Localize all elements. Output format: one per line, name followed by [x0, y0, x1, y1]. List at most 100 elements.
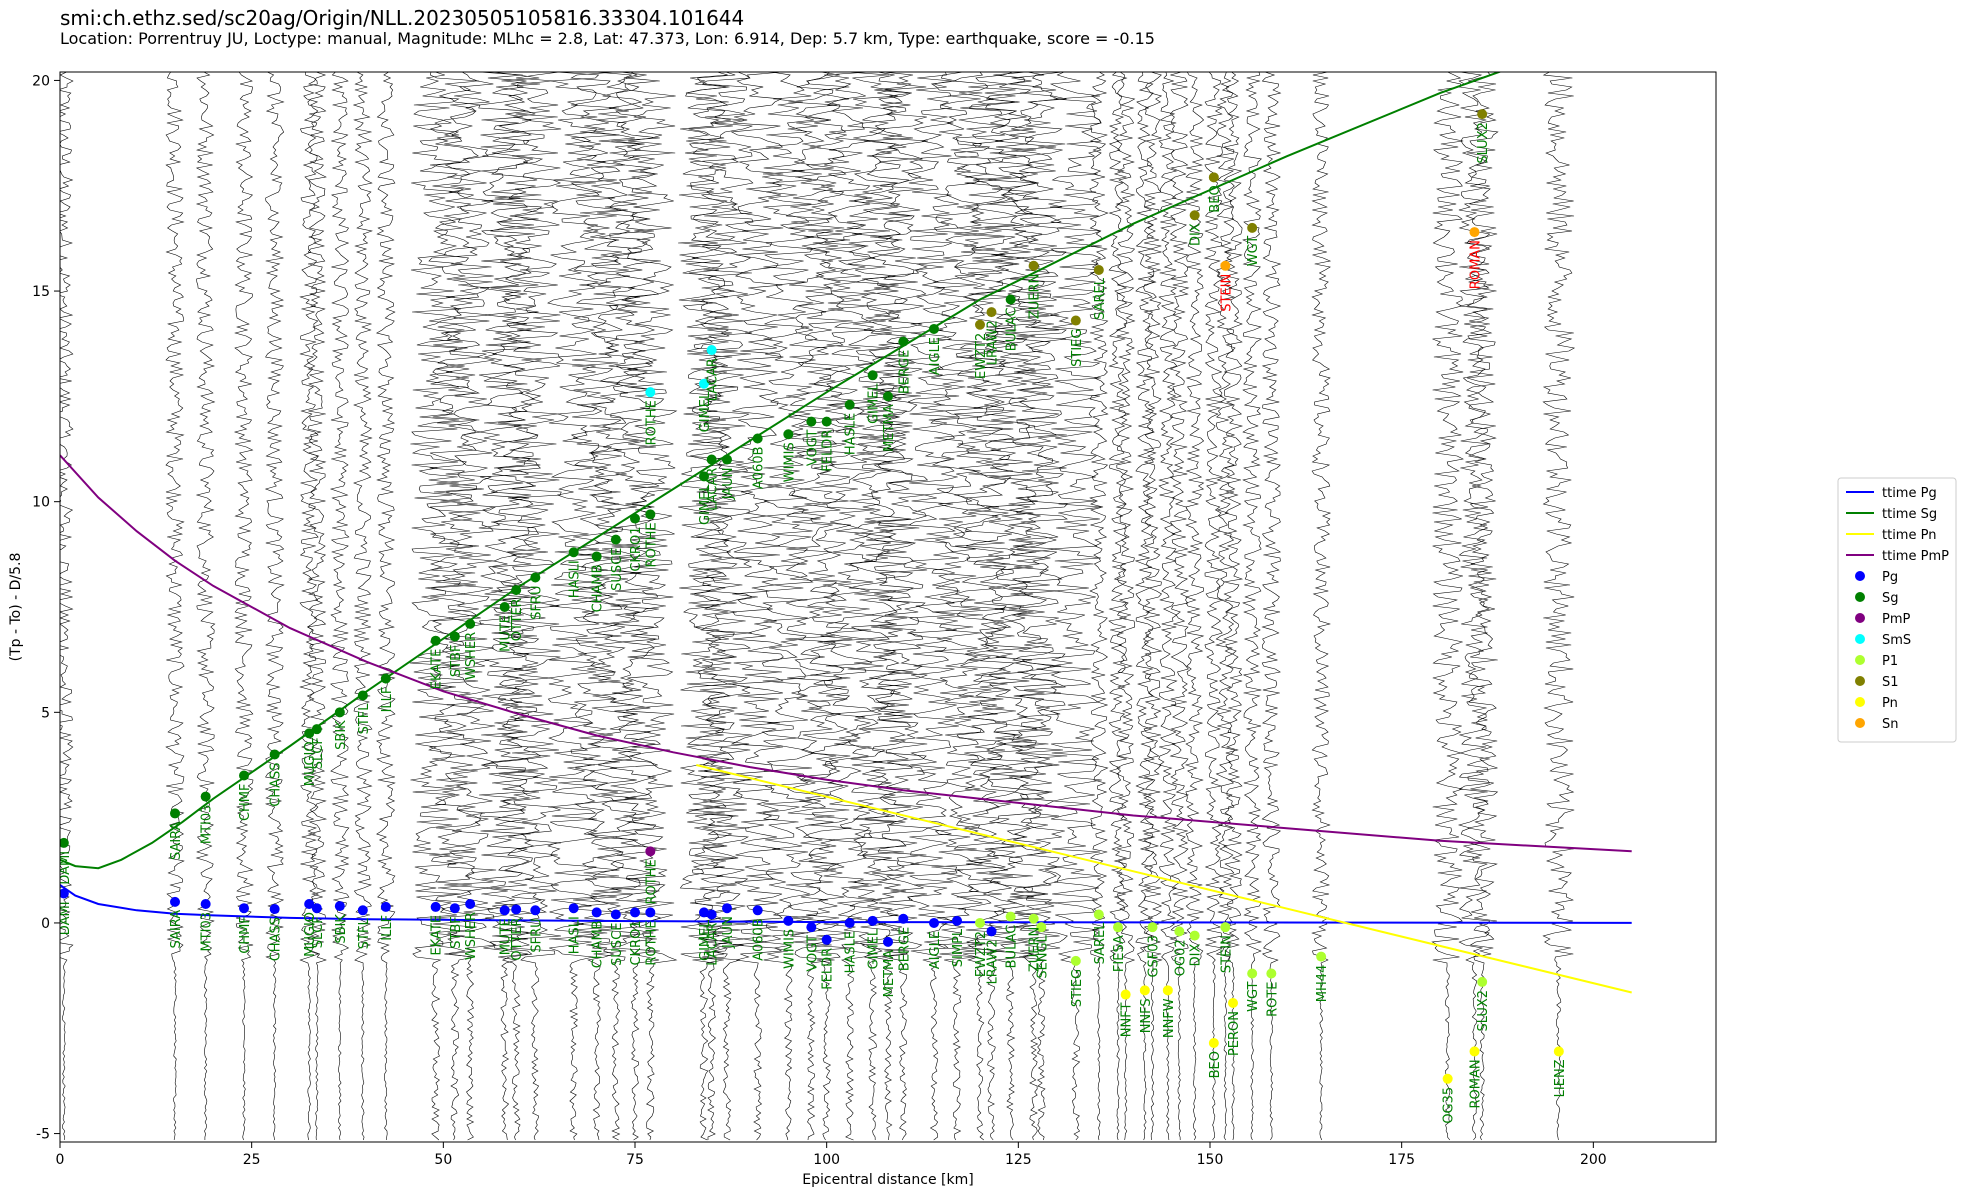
station-label: LRAW2 — [986, 320, 1001, 365]
station-label: HASLE — [844, 413, 859, 455]
phase-pick — [499, 905, 510, 916]
station-label: MTI03 — [200, 912, 215, 952]
station-label: FELDR — [821, 948, 836, 990]
station-label: SUSCE — [610, 923, 625, 966]
y-tick-label: -5 — [36, 1127, 50, 1143]
phase-pick — [1442, 1073, 1453, 1084]
waveform-trace — [489, 72, 544, 1141]
phase-pick — [1247, 222, 1258, 233]
phase-pick — [783, 429, 794, 440]
station-label: ROTHE — [644, 920, 659, 965]
legend-label: Sg — [1882, 591, 1899, 606]
station-label: SAREL — [1093, 922, 1108, 965]
station-label: JAUN — [721, 468, 736, 501]
waveform-trace — [547, 72, 600, 1141]
phase-pick — [1093, 264, 1104, 275]
x-tick-label: 125 — [1005, 1152, 1032, 1168]
station-label: VOGT — [805, 935, 820, 972]
phase-pick — [269, 749, 280, 760]
station-label: WSHER — [464, 912, 479, 960]
legend-marker — [1855, 697, 1865, 707]
station-label: WSHER — [464, 632, 479, 680]
legend-label: Pn — [1882, 696, 1898, 711]
legend-marker — [1855, 655, 1865, 665]
x-tick-label: 50 — [434, 1152, 452, 1168]
phase-pick — [722, 903, 732, 914]
station-label: OG35 — [1442, 1087, 1457, 1124]
phase-pick — [269, 904, 280, 915]
legend-marker — [1855, 634, 1865, 644]
station-label: LACAR — [706, 468, 721, 511]
waveform-trace — [409, 72, 462, 1141]
waveform-traces — [60, 72, 1576, 1141]
phase-pick — [1477, 976, 1488, 987]
station-label: GSF03 — [1147, 935, 1162, 977]
station-label: CKRO1 — [629, 920, 644, 965]
station-label: MUGIO — [303, 741, 318, 786]
station-label: GIMEL — [698, 920, 713, 961]
phase-pick — [1070, 955, 1081, 966]
phase-pick — [630, 513, 640, 524]
station-label: CHASS — [269, 762, 284, 806]
waveform-trace — [1215, 72, 1236, 1141]
station-label: STBF — [449, 644, 464, 677]
waveform-trace — [264, 72, 285, 1141]
station-label: GIMEL — [867, 383, 882, 424]
ttime-curve — [60, 884, 1632, 924]
station-label: JAUN — [721, 916, 736, 949]
station-label: ROMAN — [1469, 240, 1484, 289]
waveform-trace — [508, 72, 562, 1141]
waveform-trace — [624, 72, 678, 1141]
waveform-trace — [1108, 72, 1129, 1141]
station-label: STBF — [449, 916, 464, 949]
phase-pick — [1005, 294, 1016, 305]
phase-pick — [1139, 985, 1150, 996]
phase-pick — [311, 724, 322, 735]
phase-pick — [975, 917, 985, 928]
travel-time-curves — [60, 72, 1632, 994]
legend-label: SmS — [1882, 633, 1911, 648]
phase-pick — [1147, 922, 1158, 933]
waveform-trace — [1261, 72, 1282, 1141]
waveform-trace — [1311, 72, 1332, 1141]
phase-pick — [511, 904, 522, 915]
legend-label: ttime Pg — [1882, 486, 1937, 501]
waveform-trace — [823, 72, 876, 1141]
phase-pick — [1113, 922, 1123, 933]
legend-marker — [1855, 718, 1865, 728]
phase-pick — [1247, 968, 1258, 979]
ttime-curve — [696, 764, 1632, 994]
legend-label: S1 — [1882, 675, 1899, 690]
station-label: CHAMB — [591, 564, 606, 612]
station-label: SLCF — [311, 916, 326, 948]
station-label: GIMEL — [698, 484, 713, 525]
phase-pick — [568, 903, 579, 914]
waveform-trace — [761, 72, 816, 1141]
legend-label: ttime PmP — [1882, 549, 1949, 564]
station-label: MH44 — [1315, 965, 1330, 1003]
phase-pick — [1174, 926, 1185, 937]
phase-pick — [898, 336, 909, 347]
station-label: BERGE — [897, 350, 912, 394]
phase-pick — [591, 551, 602, 562]
phase-pick — [752, 905, 763, 916]
station-label: STEIN — [1219, 274, 1234, 312]
waveform-trace — [1431, 72, 1464, 1141]
station-label: VOGT — [805, 430, 820, 467]
waveform-trace — [608, 72, 662, 1141]
phase-pick — [806, 416, 817, 427]
phase-pick — [1266, 968, 1277, 979]
phase-pick — [1316, 951, 1327, 962]
station-label: MUGIO — [303, 912, 318, 957]
waveform-trace — [1142, 72, 1163, 1141]
phase-pick — [1208, 172, 1219, 183]
x-tick-label: 200 — [1580, 1152, 1607, 1168]
waveform-trace — [165, 72, 185, 1141]
station-label: NNFT — [1120, 1003, 1135, 1038]
station-label: METMA — [882, 404, 897, 452]
station-label: STFL — [357, 703, 372, 735]
waveform-trace — [589, 72, 643, 1141]
waveform-trace — [1203, 72, 1225, 1141]
phase-pick — [929, 323, 939, 334]
